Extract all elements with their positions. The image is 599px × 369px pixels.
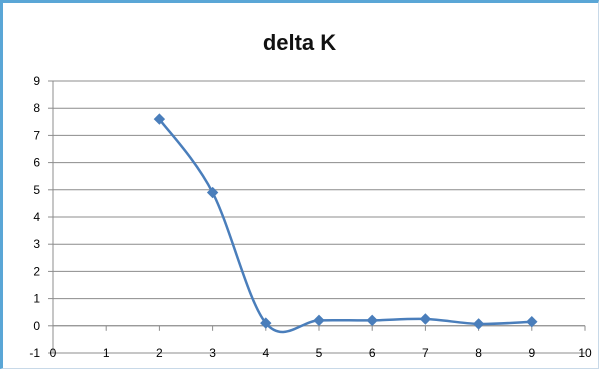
- y-tick-label: 6: [33, 156, 40, 170]
- x-tick-label: 3: [209, 346, 216, 360]
- data-point-marker: [153, 113, 166, 125]
- y-tick-label: 4: [33, 210, 40, 224]
- x-tick-label: 7: [422, 346, 429, 360]
- chart-title: delta K: [262, 30, 337, 55]
- y-tick-label: 3: [33, 237, 40, 251]
- data-point-marker: [260, 317, 272, 329]
- x-tick-label: 8: [475, 346, 482, 360]
- x-tick-label: 4: [262, 346, 269, 360]
- y-tick-label: 5: [33, 183, 40, 197]
- data-point-marker: [419, 313, 432, 325]
- y-tick-label: 7: [33, 128, 40, 142]
- y-tick-label: -1: [29, 346, 40, 360]
- data-point-marker: [366, 314, 378, 327]
- y-tick-label: 8: [33, 101, 40, 115]
- data-point-marker: [526, 316, 538, 328]
- y-tick-label: 9: [33, 74, 40, 88]
- x-tick-label: 1: [103, 346, 110, 360]
- y-tick-labels: 9 8 7 6 5 4 3 2 1 0 -1: [29, 74, 40, 360]
- x-tick-label: 5: [316, 346, 323, 360]
- gridlines: [53, 80, 585, 354]
- series-layer: [153, 113, 538, 334]
- x-tick-label: 6: [369, 346, 376, 360]
- data-point-marker: [313, 314, 325, 327]
- x-tick-label: 10: [578, 346, 592, 360]
- x-tick-label: 0: [50, 346, 57, 360]
- x-tick-label: 9: [528, 346, 535, 360]
- y-tick-label: 2: [33, 264, 40, 278]
- data-point-marker: [206, 186, 219, 199]
- data-point-marker: [472, 318, 485, 330]
- y-tick-label: 0: [33, 319, 40, 333]
- series-line: [158, 118, 532, 334]
- x-tick-label: 2: [156, 346, 163, 360]
- x-tick-labels: 0 1 2 3 4 5 6 7 8 9 10: [50, 346, 592, 360]
- y-tick-label: 1: [33, 292, 40, 306]
